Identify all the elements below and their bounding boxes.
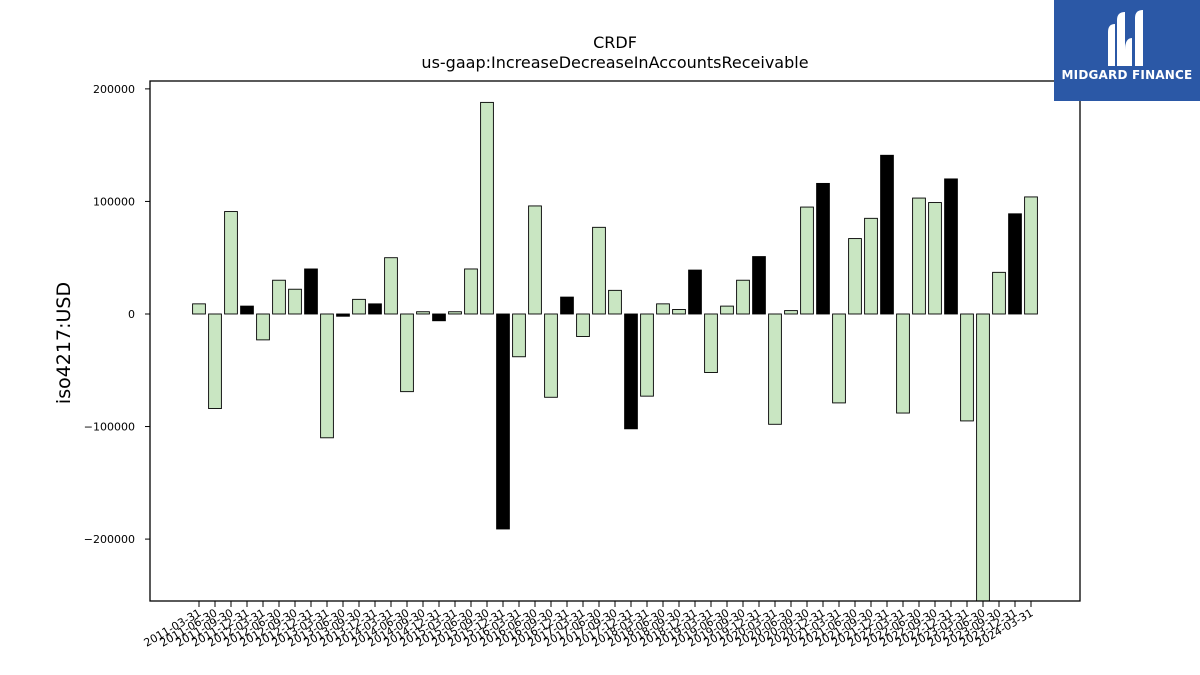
bar-2018-03-31 (640, 313, 654, 397)
bars-group (192, 101, 1038, 602)
bar-2023-03-31 (960, 313, 974, 422)
bar-2011-06-30 (208, 313, 222, 409)
bar-2021-12-31 (880, 154, 894, 315)
bar-2020-12-31 (816, 182, 830, 315)
bar-2012-09-30 (288, 288, 302, 315)
bar-2013-09-30 (352, 298, 366, 315)
bar-2019-03-31 (704, 313, 718, 373)
bar-2014-03-31 (384, 257, 398, 315)
y-tick-label: 100000 (93, 195, 135, 208)
y-tick-label: 0 (128, 308, 135, 321)
bar-2011-09-30 (224, 211, 238, 315)
bar-2018-09-30 (672, 309, 686, 315)
bar-2015-09-30 (480, 101, 494, 315)
bar-2018-06-30 (656, 303, 670, 315)
bar-2013-06-30 (336, 313, 350, 317)
y-tick-label: −100000 (84, 421, 135, 434)
bar-2015-06-30 (464, 268, 478, 315)
bar-2017-03-31 (576, 313, 590, 337)
bar-2023-06-30 (976, 313, 990, 602)
x-axis: 2011-03-312011-06-302011-09-302011-12-31… (142, 601, 1036, 650)
bar-2020-03-31 (768, 313, 782, 425)
bar-2015-03-31 (448, 311, 462, 315)
bar-2024-03-31 (1024, 196, 1038, 315)
bar-2018-12-31 (688, 269, 702, 315)
bar-2016-12-31 (560, 296, 574, 315)
bar-2012-03-31 (256, 313, 270, 341)
y-tick-label: 200000 (93, 83, 135, 96)
bar-2020-09-30 (800, 206, 814, 315)
bar-2022-03-31 (896, 313, 910, 414)
midgard-logo-icon (1108, 10, 1143, 66)
y-axis-label: iso4217:USD (53, 282, 75, 404)
brand-name: MIDGARD FINANCE (1061, 68, 1193, 82)
y-tick-label: −200000 (84, 533, 135, 546)
bar-2016-03-31 (512, 313, 526, 358)
bar-2013-12-31 (368, 303, 382, 315)
bar-2020-06-30 (784, 310, 798, 315)
bar-2012-12-31 (304, 268, 318, 315)
bar-2019-12-31 (752, 256, 766, 315)
bar-2014-12-31 (432, 313, 446, 322)
bar-2016-09-30 (544, 313, 558, 398)
chart-title: CRDF (593, 33, 637, 52)
bar-2011-03-31 (192, 303, 206, 315)
bar-2019-09-30 (736, 279, 750, 315)
bar-2017-06-30 (592, 226, 606, 315)
bar-2014-06-30 (400, 313, 414, 393)
bar-2014-09-30 (416, 311, 430, 315)
brand-logo: MIDGARD FINANCE (1054, 0, 1200, 101)
bar-2012-06-30 (272, 279, 286, 315)
bar-2023-09-30 (992, 271, 1006, 315)
bar-2022-06-30 (912, 197, 926, 315)
bar-2021-09-30 (864, 217, 878, 315)
bar-2016-06-30 (528, 205, 542, 315)
y-axis: 200000 100000 0 −100000 −200000 (84, 83, 150, 546)
bar-2017-09-30 (608, 289, 622, 315)
bar-2022-09-30 (928, 202, 942, 315)
bar-2022-12-31 (944, 178, 958, 315)
plot-frame (149, 80, 1081, 602)
bar-2021-03-31 (832, 313, 846, 404)
chart-subtitle: us-gaap:IncreaseDecreaseInAccountsReceiv… (421, 53, 808, 72)
bar-2021-06-30 (848, 238, 862, 315)
bar-2015-12-31 (496, 313, 510, 530)
bar-2023-12-31 (1008, 213, 1022, 315)
bar-2019-06-30 (720, 305, 734, 315)
bar-2013-03-31 (320, 313, 334, 439)
bar-2017-12-31 (624, 313, 638, 430)
bar-2011-12-31 (240, 305, 254, 315)
